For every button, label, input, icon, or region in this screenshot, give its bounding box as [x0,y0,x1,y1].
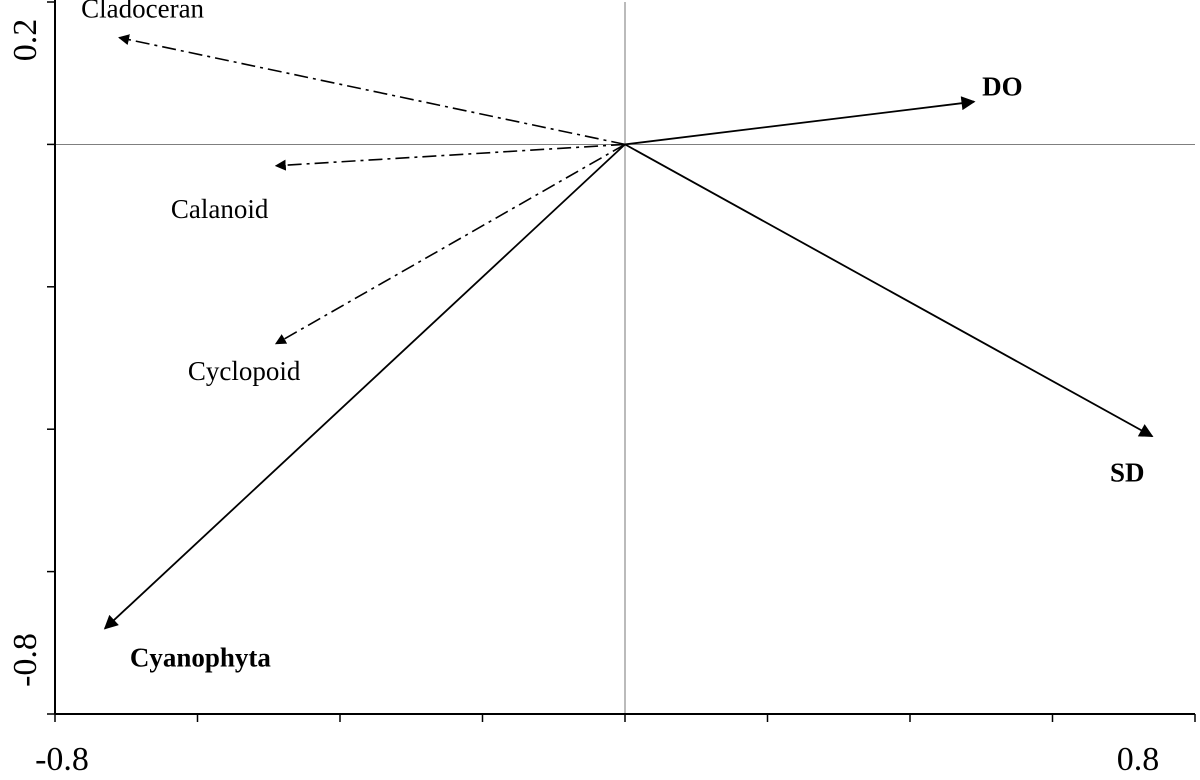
sd-label: SD [1110,457,1145,487]
calanoid-vector [274,143,626,171]
calanoid-label: Calanoid [171,194,269,224]
do-label: DO [982,72,1023,102]
cladoceran-vector [118,34,626,146]
x-tick-label: -0.8 [35,741,89,778]
x-tick-label: 0.8 [1117,741,1160,778]
cyclopoid-vector [274,143,626,345]
y-tick-label: -0.8 [7,633,44,687]
cladoceran-label: Cladoceran [81,0,204,24]
tick-labels: -0.8 0.8 -0.8 0.2 [7,19,1159,778]
y-tick-label: 0.2 [7,19,44,62]
cyanophyta-vector [103,143,626,630]
vector-labels: DO SD Cyanophyta Cladoceran Calanoid Cyclopoi… [81,0,1144,673]
cyclopoid-label: Cyclopoid [188,356,301,386]
cyanophyta-label: Cyanophyta [130,643,272,673]
ticks [47,1,1196,722]
sd-vector [624,143,1154,438]
vectors [103,34,1154,630]
do-vector [624,96,976,146]
